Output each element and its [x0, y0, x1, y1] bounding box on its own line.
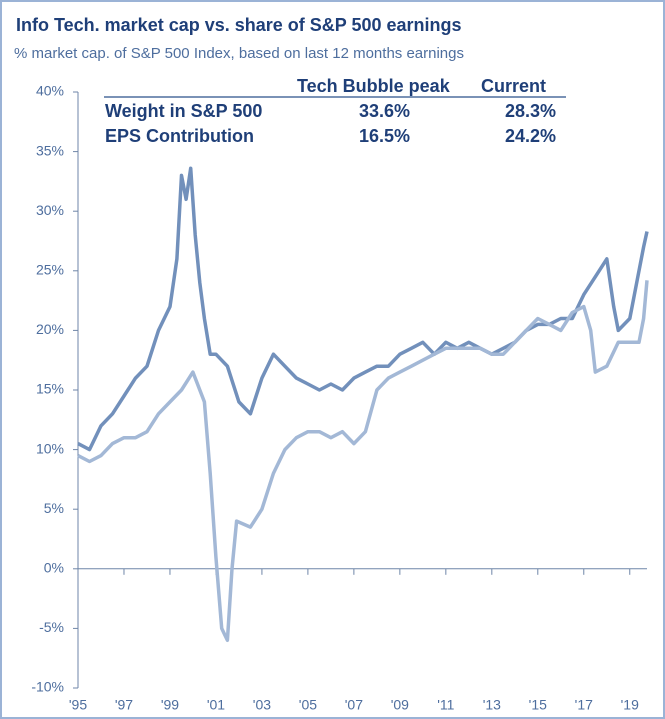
x-tick-label: '01 — [207, 697, 225, 713]
y-tick-label: 10% — [36, 440, 64, 456]
y-tick-label: 25% — [36, 262, 64, 278]
y-tick-label: 40% — [36, 83, 64, 99]
y-tick-label: 30% — [36, 202, 64, 218]
x-tick-label: '19 — [621, 697, 639, 713]
x-tick-label: '95 — [69, 697, 87, 713]
x-tick-label: '03 — [253, 697, 271, 713]
table-header: Tech Bubble peak — [297, 76, 451, 96]
table: Tech Bubble peak Current Weight in S&P 5… — [100, 67, 568, 149]
x-tick-label: '13 — [483, 697, 501, 713]
x-tick-label: '09 — [391, 697, 409, 713]
table-cell: 24.2% — [505, 126, 556, 146]
y-tick-label: 35% — [36, 142, 64, 158]
x-tick-label: '99 — [161, 697, 179, 713]
chart-title: Info Tech. market cap vs. share of S&P 5… — [16, 15, 462, 35]
chart-subtitle: % market cap. of S&P 500 Index, based on… — [14, 45, 464, 62]
table-cell: 16.5% — [359, 126, 410, 146]
table-row-label: EPS Contribution — [105, 126, 254, 146]
x-tick-label: '07 — [345, 697, 363, 713]
table-header: Current — [481, 76, 546, 96]
x-tick-label: '17 — [575, 697, 593, 713]
table-box — [100, 67, 568, 149]
y-tick-label: 5% — [44, 500, 64, 516]
y-tick-label: 0% — [44, 560, 64, 576]
y-tick-label: -10% — [31, 679, 64, 695]
table-cell: 28.3% — [505, 101, 556, 121]
line-series — [77, 280, 649, 643]
y-tick-label: 20% — [36, 321, 64, 337]
x-tick-label: '11 — [437, 697, 454, 713]
x-tick-label: '15 — [529, 697, 547, 713]
table-row-label: Weight in S&P 500 — [105, 101, 262, 121]
y-tick-label: 15% — [36, 381, 64, 397]
y-tick-label: -5% — [39, 619, 64, 635]
x-tick-label: '05 — [299, 697, 317, 713]
x-tick-label: '97 — [115, 697, 133, 713]
table-cell: 33.6% — [359, 101, 410, 121]
plot: -10% -5% 0% 5% 10% 15% 20% 25% 30% 35% 40% '95 '97 '9… — [31, 83, 649, 713]
